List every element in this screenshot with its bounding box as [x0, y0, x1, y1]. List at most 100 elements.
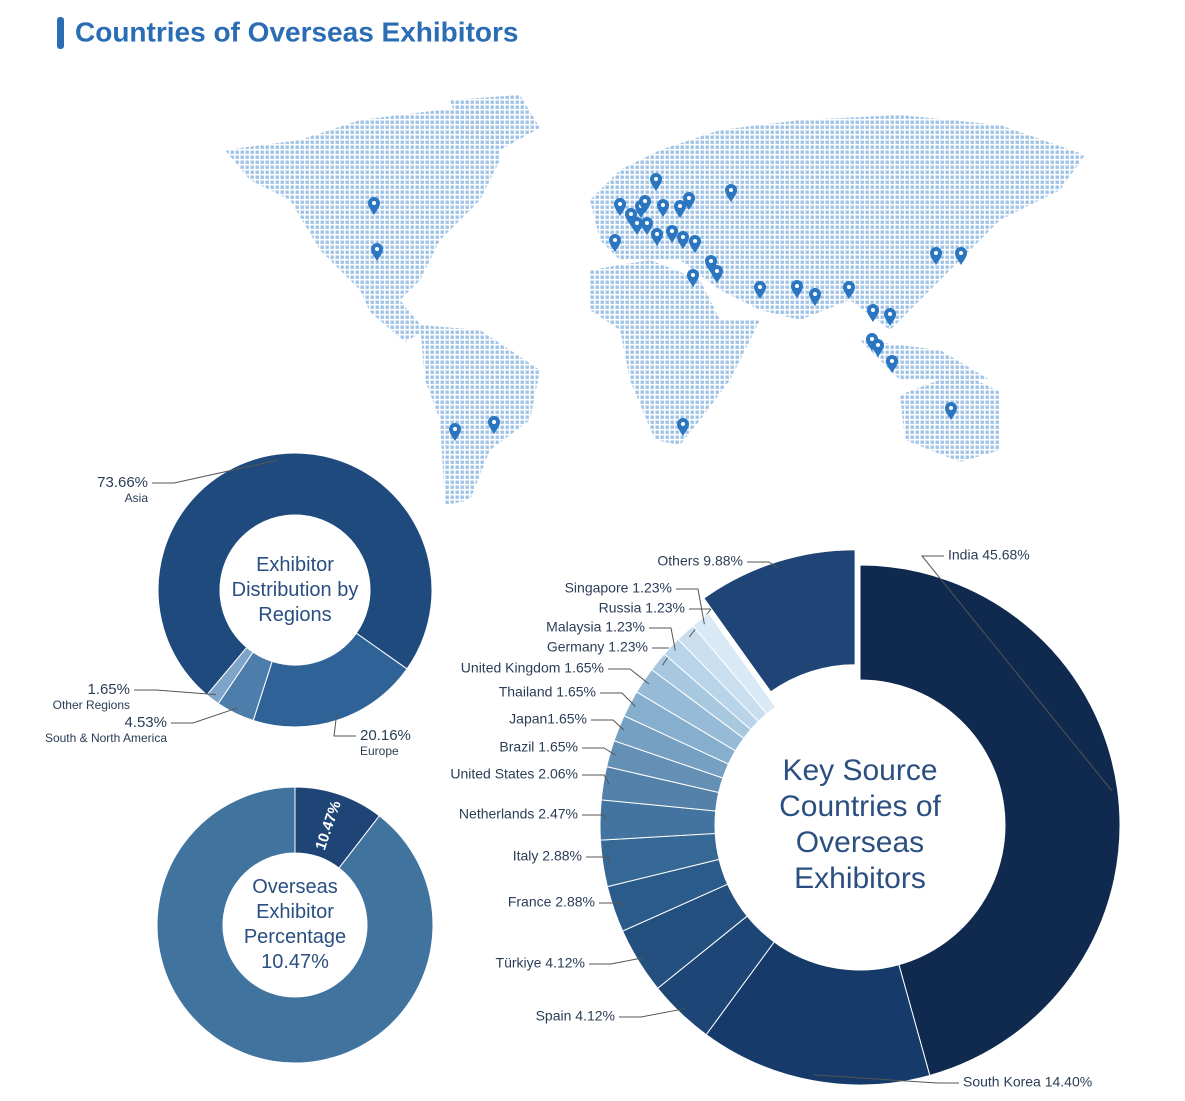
value-label: 73.66% [97, 474, 148, 491]
value-label: Japan1.65% [509, 711, 587, 727]
map-pin [872, 339, 884, 357]
map-pin [930, 247, 942, 265]
value-label: Türkiye 4.12% [496, 955, 585, 971]
map-pin-dot [654, 177, 658, 181]
donut-slice [703, 549, 856, 693]
map-pin-dot [795, 284, 799, 288]
map-pin [886, 355, 898, 373]
page-title: Countries of Overseas Exhibitors [75, 16, 518, 47]
category-label: Other Regions [53, 698, 130, 712]
map-pins [368, 173, 967, 441]
map-pin [657, 199, 669, 217]
map-pin [614, 198, 626, 216]
world-map [225, 95, 1085, 505]
donut-slice [692, 612, 777, 715]
value-label: United Kingdom 1.65% [461, 660, 604, 676]
map-pin-dot [643, 199, 647, 203]
map-pin [625, 208, 637, 226]
map-pin-dot [635, 221, 639, 225]
leader-line [589, 957, 644, 965]
value-label: South Korea 14.40% [963, 1074, 1092, 1090]
value-label: Thailand 1.65% [499, 684, 596, 700]
map-pin [639, 195, 651, 213]
map-pin [651, 228, 663, 246]
map-pin [866, 333, 878, 351]
map-pin-dot [693, 239, 697, 243]
map-pin-dot [618, 202, 622, 206]
leader-line [582, 747, 617, 756]
map-pin-dot [655, 232, 659, 236]
map-pin [609, 234, 621, 252]
map-pin-dot [870, 337, 874, 341]
map-pin [371, 243, 383, 261]
category-label: Europe [360, 744, 399, 758]
map-pin [689, 235, 701, 253]
category-label: Asia [125, 491, 149, 505]
center-label: Overseas Exhibitor Percentage [243, 876, 347, 948]
map-pin-dot [758, 285, 762, 289]
leader-line [591, 719, 625, 731]
donut-slice [859, 564, 1121, 1077]
map-pin-dot [729, 188, 733, 192]
map-pin-dot [492, 420, 496, 424]
center-value: 10.47% [261, 951, 329, 973]
value-label: Singapore 1.23% [565, 580, 672, 596]
map-pin-dot [890, 359, 894, 363]
leader-line [676, 588, 705, 625]
map-pin-dot [687, 196, 691, 200]
map-pin-dot [715, 269, 719, 273]
map-pin [884, 308, 896, 326]
map-pin [955, 247, 967, 265]
leader-line [586, 856, 610, 863]
map-pin [754, 281, 766, 299]
map-pin-dot [453, 427, 457, 431]
value-label: Netherlands 2.47% [459, 806, 578, 822]
map-pin-dot [681, 235, 685, 239]
map-pin-dot [847, 285, 851, 289]
title-bar [57, 17, 64, 49]
leader-line [600, 692, 636, 707]
map-pin-dot [372, 201, 376, 205]
leader-line [333, 714, 356, 737]
value-label: India 45.68% [948, 547, 1030, 563]
map-pin [641, 217, 653, 235]
map-pin [867, 304, 879, 322]
map-pin-dot [613, 238, 617, 242]
map-pin [791, 280, 803, 298]
leader-line [152, 459, 279, 484]
donut-slice [157, 452, 433, 696]
map-pin [674, 200, 686, 218]
map-pin-dot [678, 204, 682, 208]
map-pin-dot [888, 312, 892, 316]
leader-line [134, 689, 217, 696]
value-label: Spain 4.12% [536, 1008, 615, 1024]
leader-line [649, 627, 676, 651]
map-pin-dot [661, 203, 665, 207]
leader-line [814, 1074, 959, 1084]
value-label: Others 9.88% [657, 553, 743, 569]
map-pin [705, 255, 717, 273]
value-label: 20.16% [360, 727, 411, 744]
leader-line [599, 902, 622, 908]
map-pin [809, 288, 821, 306]
map-pin [843, 281, 855, 299]
leader-line [619, 1008, 685, 1018]
map-pin [666, 225, 678, 243]
map-pin-dot [876, 343, 880, 347]
map-pin [725, 184, 737, 202]
map-pin [945, 402, 957, 420]
map-pin [449, 423, 461, 441]
map-pin-dot [629, 212, 633, 216]
map-pin-dot [375, 247, 379, 251]
map-pin [650, 173, 662, 191]
map-pin-dot [871, 308, 875, 312]
map-pin-dot [645, 221, 649, 225]
value-label: Russia 1.23% [599, 600, 685, 616]
map-pin-dot [959, 251, 963, 255]
map-pin [631, 217, 643, 235]
leader-line [747, 561, 778, 569]
center-label: Exhibitor Distribution by Regions [231, 553, 359, 626]
map-pin-dot [670, 229, 674, 233]
map-pin-dot [949, 406, 953, 410]
